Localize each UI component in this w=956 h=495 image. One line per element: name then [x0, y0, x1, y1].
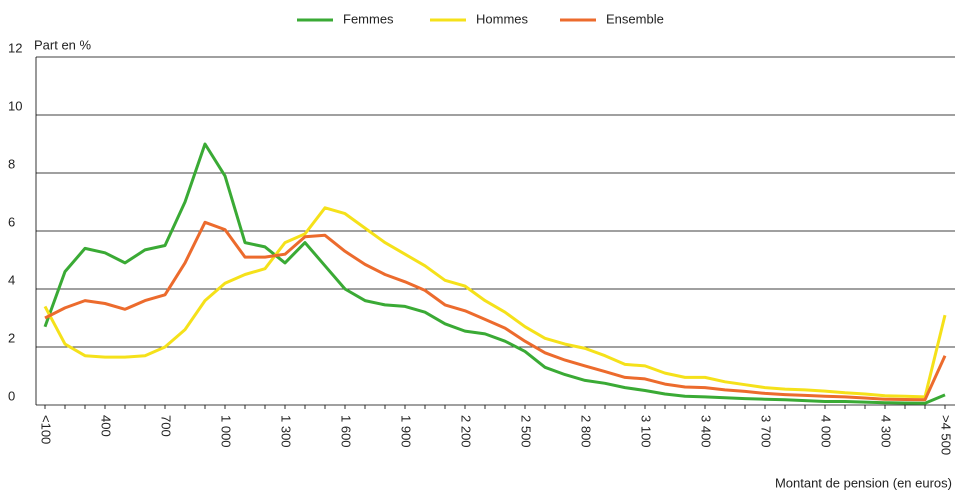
x-tick-label: 400 — [99, 415, 114, 437]
x-tick-label: 2 500 — [519, 415, 534, 448]
y-tick-label: 4 — [8, 272, 15, 287]
x-tick-label: >4 500 — [939, 415, 954, 455]
series-line — [43, 142, 946, 405]
legend-label: Hommes — [476, 11, 529, 26]
y-tick-label: 10 — [8, 98, 22, 113]
x-tick-label: 2 800 — [579, 415, 594, 448]
x-tick-label: 4 000 — [819, 415, 834, 448]
x-tick-label: 1 600 — [339, 415, 354, 448]
series-line — [44, 220, 947, 402]
x-tick-label: 4 300 — [879, 415, 894, 448]
y-tick-label: 12 — [8, 40, 22, 55]
x-tick-label: 1 000 — [219, 415, 234, 448]
y-tick-label: 8 — [8, 156, 15, 171]
x-tick-label: 3 700 — [759, 415, 774, 448]
x-tick-label: 3 100 — [639, 415, 654, 448]
x-tick-label: <100 — [39, 415, 54, 444]
series-line — [43, 206, 947, 399]
x-axis-label: Montant de pension (en euros) — [775, 475, 952, 490]
x-tick-label: 2 200 — [459, 415, 474, 448]
x-tick-label: 3 400 — [699, 415, 714, 448]
y-tick-label: 2 — [8, 330, 15, 345]
x-tick-label: 1 300 — [279, 415, 294, 448]
y-axis-label: Part en % — [34, 37, 92, 52]
x-tick-label: 700 — [159, 415, 174, 437]
legend-label: Femmes — [343, 11, 394, 26]
legend-label: Ensemble — [606, 11, 664, 26]
y-tick-label: 6 — [8, 214, 15, 229]
y-tick-label: 0 — [8, 388, 15, 403]
x-tick-label: 1 900 — [399, 415, 414, 448]
